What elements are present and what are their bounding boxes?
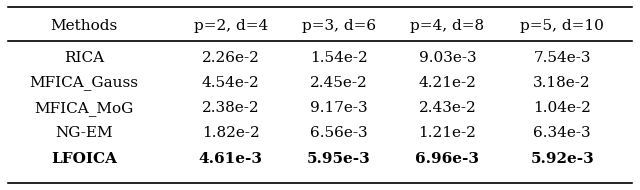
Text: 4.61e-3: 4.61e-3 (199, 152, 263, 166)
Text: MFICA_MoG: MFICA_MoG (35, 101, 134, 116)
Text: 2.26e-2: 2.26e-2 (202, 51, 260, 65)
Text: 1.21e-2: 1.21e-2 (419, 126, 476, 140)
Text: p=2, d=4: p=2, d=4 (194, 19, 268, 33)
Text: 2.38e-2: 2.38e-2 (202, 101, 260, 115)
Text: 2.45e-2: 2.45e-2 (310, 76, 368, 90)
Text: 5.92e-3: 5.92e-3 (531, 152, 594, 166)
Text: 2.43e-2: 2.43e-2 (419, 101, 476, 115)
Text: 5.95e-3: 5.95e-3 (307, 152, 371, 166)
Text: 1.82e-2: 1.82e-2 (202, 126, 260, 140)
Text: 6.56e-3: 6.56e-3 (310, 126, 368, 140)
Text: p=3, d=6: p=3, d=6 (302, 19, 376, 33)
Text: 1.04e-2: 1.04e-2 (533, 101, 591, 115)
Text: 4.21e-2: 4.21e-2 (419, 76, 476, 90)
Text: 9.03e-3: 9.03e-3 (419, 51, 476, 65)
Text: NG-EM: NG-EM (56, 126, 113, 140)
Text: 6.96e-3: 6.96e-3 (415, 152, 479, 166)
Text: LFOICA: LFOICA (51, 152, 117, 166)
Text: MFICA_Gauss: MFICA_Gauss (29, 75, 139, 90)
Text: p=5, d=10: p=5, d=10 (520, 19, 604, 33)
Text: 4.54e-2: 4.54e-2 (202, 76, 260, 90)
Text: 7.54e-3: 7.54e-3 (533, 51, 591, 65)
Text: RICA: RICA (64, 51, 104, 65)
Text: 6.34e-3: 6.34e-3 (533, 126, 591, 140)
Text: 1.54e-2: 1.54e-2 (310, 51, 368, 65)
Text: p=4, d=8: p=4, d=8 (410, 19, 484, 33)
Text: 3.18e-2: 3.18e-2 (533, 76, 591, 90)
Text: Methods: Methods (51, 19, 118, 33)
Text: 9.17e-3: 9.17e-3 (310, 101, 368, 115)
